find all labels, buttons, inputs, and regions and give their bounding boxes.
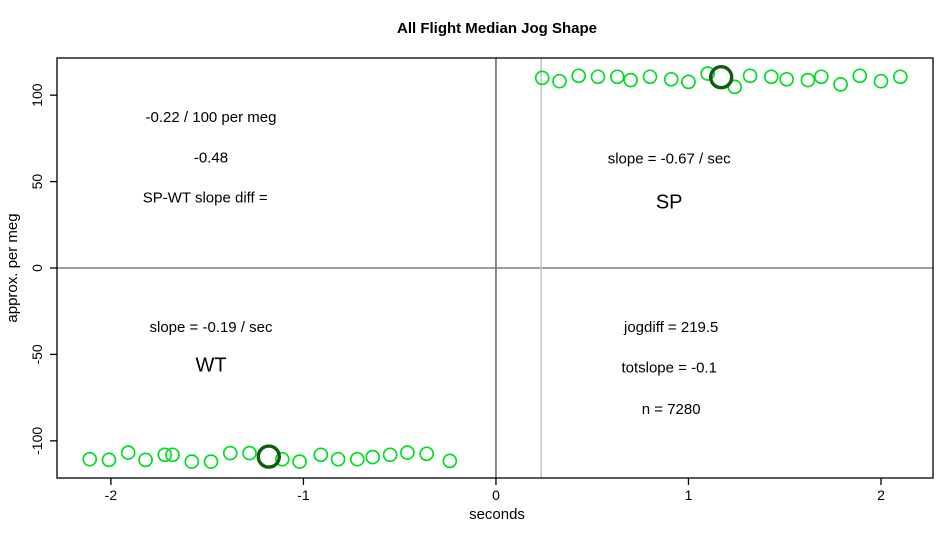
- y-axis-label: approx. per meg: [4, 213, 21, 322]
- data-point: [138, 452, 153, 468]
- median-point: [709, 64, 734, 90]
- data-point: [184, 454, 200, 469]
- y-tick-label: 100: [29, 83, 45, 107]
- data-points-layer: [82, 64, 908, 469]
- annotation-text: jogdiff = 219.5: [623, 319, 718, 336]
- annotation-text: SP-WT slope diff =: [143, 189, 268, 206]
- data-point: [571, 68, 587, 84]
- data-point: [681, 74, 696, 90]
- annotation-text: SP: [656, 191, 683, 213]
- median-point: [256, 444, 281, 469]
- data-point: [400, 445, 415, 460]
- data-point: [242, 445, 257, 461]
- data-point: [419, 446, 435, 462]
- data-point: [873, 73, 889, 89]
- annotation-text: slope = -0.19 / sec: [150, 319, 273, 336]
- y-tick-label: -100: [29, 427, 45, 455]
- data-point: [813, 69, 829, 85]
- data-point: [552, 73, 567, 89]
- x-tick-label: 0: [492, 487, 500, 503]
- x-tick-label: -2: [105, 487, 118, 503]
- axis-ticks-layer: -2 -1 0 1 2 -100 -50 0 50 100: [29, 83, 885, 503]
- x-tick-label: -1: [297, 487, 310, 503]
- data-point: [292, 454, 307, 469]
- data-point: [800, 72, 816, 88]
- annotation-text: -0.48: [194, 150, 228, 167]
- data-point: [742, 68, 758, 84]
- data-point: [623, 72, 639, 88]
- data-point: [382, 447, 398, 463]
- data-point: [157, 447, 173, 463]
- data-point: [663, 71, 679, 87]
- data-point: [852, 68, 868, 84]
- data-point: [330, 451, 346, 467]
- annotation-text: n = 7280: [642, 401, 701, 418]
- data-point: [120, 445, 136, 460]
- y-tick-label: 50: [29, 174, 45, 190]
- annotation-text: WT: [195, 355, 226, 377]
- x-tick-label: 2: [877, 487, 885, 503]
- data-point: [609, 69, 625, 85]
- data-point: [349, 451, 365, 467]
- annotations-layer: -0.22 / 100 per meg -0.48 SP-WT slope diff…: [143, 109, 731, 418]
- data-point: [892, 69, 908, 85]
- data-point: [274, 451, 290, 467]
- y-tick-label: -50: [29, 344, 45, 364]
- x-tick-label: 1: [685, 487, 693, 503]
- data-point: [101, 452, 117, 468]
- reference-lines-layer: [57, 58, 933, 478]
- data-point: [203, 454, 219, 469]
- annotation-text: slope = -0.67 / sec: [608, 150, 731, 167]
- data-point: [442, 453, 458, 469]
- data-point: [700, 66, 716, 81]
- chart-title: All Flight Median Jog Shape: [397, 20, 597, 37]
- annotation-text: totslope = -0.1: [621, 360, 716, 377]
- annotation-text: -0.22 / 100 per meg: [146, 109, 277, 126]
- data-point: [590, 69, 606, 85]
- data-point: [642, 69, 658, 85]
- data-point: [222, 445, 238, 461]
- data-point: [365, 449, 381, 465]
- data-point: [763, 69, 779, 85]
- data-point: [313, 447, 329, 463]
- data-point: [534, 70, 550, 86]
- x-axis-label: seconds: [469, 506, 525, 523]
- y-tick-label: 0: [29, 264, 45, 272]
- data-point: [165, 447, 180, 463]
- data-point: [82, 451, 98, 467]
- data-point: [779, 71, 795, 87]
- data-point: [833, 77, 848, 92]
